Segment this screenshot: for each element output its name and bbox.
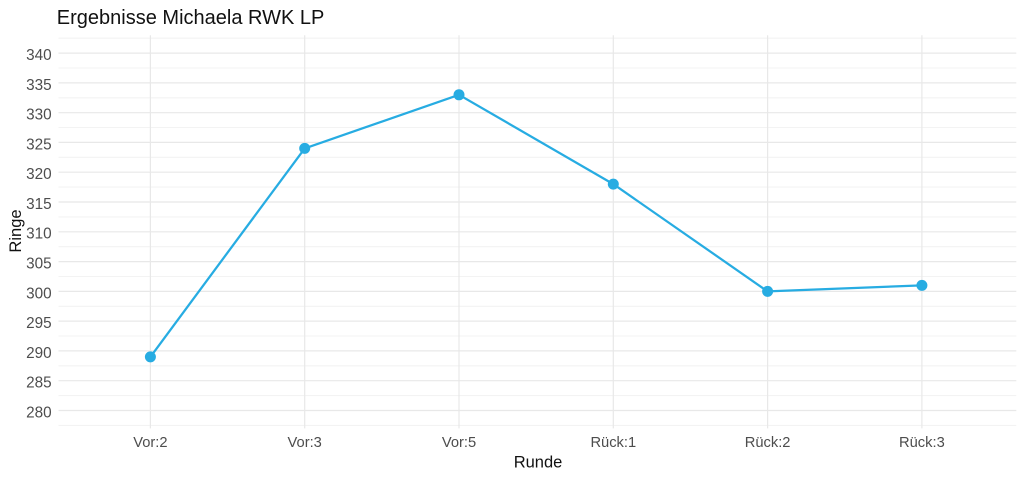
svg-text:Vor:2: Vor:2	[133, 435, 167, 451]
svg-text:320: 320	[26, 166, 52, 183]
svg-text:Rück:2: Rück:2	[745, 435, 791, 451]
svg-text:340: 340	[26, 47, 52, 64]
svg-text:315: 315	[26, 196, 52, 213]
svg-text:330: 330	[26, 107, 52, 124]
svg-text:280: 280	[26, 404, 52, 421]
svg-text:Rück:3: Rück:3	[899, 435, 945, 451]
svg-text:310: 310	[26, 226, 52, 243]
svg-text:285: 285	[26, 375, 52, 392]
svg-text:Ergebnisse Michaela RWK LP: Ergebnisse Michaela RWK LP	[57, 7, 325, 29]
svg-text:Rück:1: Rück:1	[590, 435, 636, 451]
svg-text:295: 295	[26, 315, 52, 332]
svg-text:Ringe: Ringe	[7, 209, 25, 252]
svg-text:305: 305	[26, 256, 52, 273]
svg-text:Runde: Runde	[514, 453, 563, 471]
svg-text:300: 300	[26, 285, 52, 302]
svg-text:Vor:3: Vor:3	[288, 435, 322, 451]
svg-text:325: 325	[26, 136, 52, 153]
svg-text:Vor:5: Vor:5	[442, 435, 476, 451]
svg-text:290: 290	[26, 345, 52, 362]
svg-text:335: 335	[26, 77, 52, 94]
